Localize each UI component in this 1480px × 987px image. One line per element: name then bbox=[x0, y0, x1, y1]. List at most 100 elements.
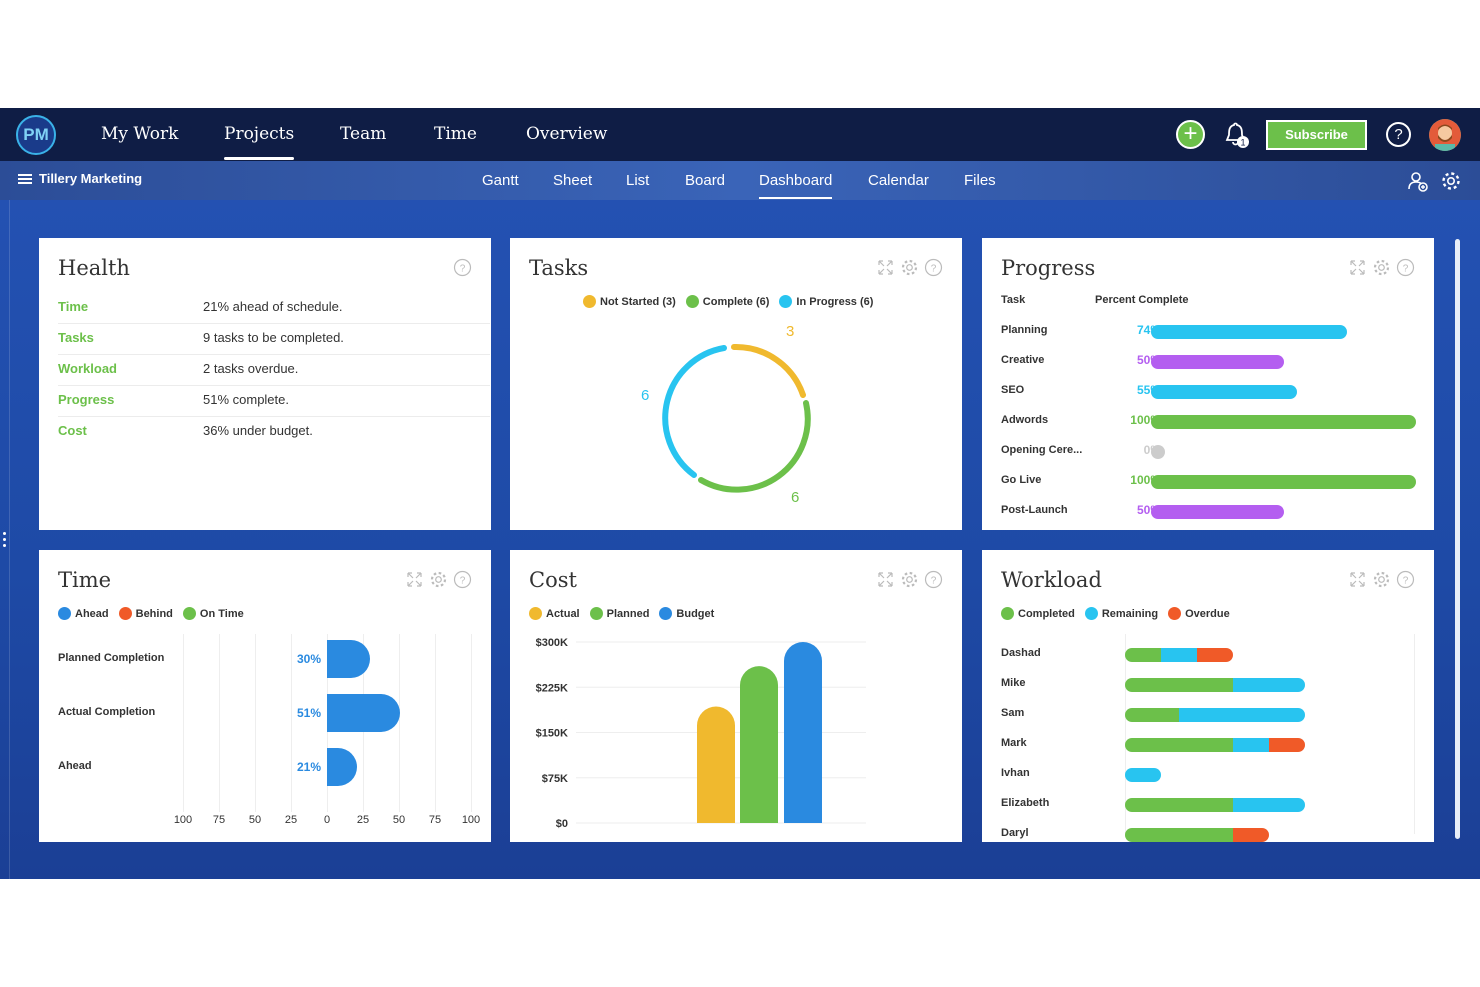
help-icon[interactable]: ? bbox=[1386, 122, 1411, 147]
nav-time[interactable]: Time bbox=[434, 124, 477, 144]
legend-item[interactable]: Behind bbox=[118, 607, 173, 620]
progress-task-name: SEO bbox=[1001, 384, 1025, 396]
legend-item[interactable]: Ahead bbox=[58, 607, 109, 620]
legend-item[interactable]: Complete (6) bbox=[685, 295, 769, 308]
progress-row[interactable]: Opening Cere...0% bbox=[1001, 440, 1421, 460]
progress-row[interactable]: Go Live 100% bbox=[1001, 470, 1421, 490]
tab-calendar[interactable]: Calendar bbox=[868, 172, 929, 189]
legend-item[interactable]: Completed bbox=[1001, 607, 1075, 620]
legend-item[interactable]: Planned bbox=[589, 607, 649, 620]
workload-assignee: Sam bbox=[1001, 707, 1025, 719]
share-users-icon[interactable] bbox=[1407, 170, 1429, 192]
nav-projects[interactable]: Projects bbox=[224, 124, 295, 160]
progress-row[interactable]: Creative 50% bbox=[1001, 350, 1421, 370]
cost-bar-chart: $300K $225K $150K $75K $0 bbox=[536, 637, 866, 830]
workload-row[interactable]: Daryl bbox=[1001, 824, 1421, 844]
cost-bar-actual[interactable] bbox=[697, 706, 735, 823]
progress-row[interactable]: SEO 55% bbox=[1001, 380, 1421, 400]
workload-segment-remaining bbox=[1233, 678, 1305, 692]
dashboard-scrollbar[interactable] bbox=[1455, 239, 1460, 839]
progress-row[interactable]: Planning 74% bbox=[1001, 320, 1421, 340]
health-widget-actions: ? bbox=[453, 258, 472, 277]
workload-legend: Completed Remaining Overdue bbox=[1001, 607, 1230, 620]
time-percent: 21% bbox=[296, 760, 321, 774]
time-gridline bbox=[255, 634, 256, 812]
workload-segment-completed bbox=[1125, 798, 1233, 812]
nav-overview[interactable]: Overview bbox=[526, 124, 608, 144]
help-icon[interactable]: ? bbox=[453, 258, 472, 277]
gear-icon[interactable] bbox=[900, 570, 919, 589]
legend-label: Overdue bbox=[1185, 607, 1230, 620]
time-axis-tick: 75 bbox=[428, 814, 442, 826]
tab-dashboard[interactable]: Dashboard bbox=[759, 172, 833, 199]
tab-list[interactable]: List bbox=[626, 172, 650, 189]
expand-icon[interactable] bbox=[405, 570, 424, 589]
health-label: Cost bbox=[58, 423, 87, 438]
cost-bar-budget[interactable] bbox=[784, 642, 822, 823]
subscribe-button[interactable]: Subscribe bbox=[1266, 120, 1367, 150]
time-bar[interactable] bbox=[327, 640, 371, 678]
pm-logo[interactable]: PM bbox=[16, 115, 56, 155]
progress-bar bbox=[1151, 505, 1284, 519]
tab-gantt[interactable]: Gantt bbox=[482, 172, 519, 189]
legend-item[interactable]: Not Started (3) bbox=[583, 295, 676, 308]
progress-bar bbox=[1151, 325, 1348, 339]
workload-row[interactable]: Ivhan bbox=[1001, 764, 1421, 784]
progress-row[interactable]: Post-Launch 50% bbox=[1001, 500, 1421, 520]
workload-row[interactable]: Elizabeth bbox=[1001, 794, 1421, 814]
nav-my-work[interactable]: My Work bbox=[101, 124, 179, 144]
user-avatar[interactable] bbox=[1429, 119, 1461, 151]
workload-row[interactable]: Mike bbox=[1001, 674, 1421, 694]
legend-item[interactable]: Actual bbox=[529, 607, 580, 620]
progress-task-name: Creative bbox=[1001, 354, 1045, 366]
time-axis-tick: 50 bbox=[248, 814, 262, 826]
nav-team[interactable]: Team bbox=[340, 124, 387, 144]
time-row-label: Actual Completion bbox=[58, 706, 156, 718]
help-icon[interactable]: ? bbox=[453, 570, 472, 589]
more-vertical-icon[interactable] bbox=[3, 532, 7, 548]
time-bar[interactable] bbox=[327, 694, 401, 732]
gear-icon[interactable] bbox=[1372, 570, 1391, 589]
project-menu[interactable]: Tillery Marketing bbox=[18, 171, 142, 186]
tab-sheet[interactable]: Sheet bbox=[553, 172, 593, 189]
donut-segment-not-started[interactable] bbox=[731, 343, 806, 398]
donut-segment-in-progress[interactable] bbox=[662, 345, 727, 478]
help-icon[interactable]: ? bbox=[924, 570, 943, 589]
health-label: Workload bbox=[58, 361, 117, 376]
time-gridline bbox=[435, 634, 436, 812]
legend-item[interactable]: Overdue bbox=[1168, 607, 1230, 620]
legend-item[interactable]: Budget bbox=[659, 607, 714, 620]
workload-row[interactable]: Mark bbox=[1001, 734, 1421, 754]
tab-files[interactable]: Files bbox=[964, 172, 996, 189]
expand-icon[interactable] bbox=[876, 258, 895, 277]
gear-icon[interactable] bbox=[900, 258, 919, 277]
legend-item[interactable]: Remaining bbox=[1084, 607, 1159, 620]
cost-bar-planned[interactable] bbox=[740, 666, 778, 823]
health-widget: Health ? Time 21% ahead of schedule. Tas… bbox=[39, 238, 491, 530]
legend-label: Remaining bbox=[1101, 607, 1159, 620]
workload-row[interactable]: Sam bbox=[1001, 704, 1421, 724]
legend-item[interactable]: On Time bbox=[182, 607, 244, 620]
workload-row[interactable]: Dashad bbox=[1001, 644, 1421, 664]
tab-board[interactable]: Board bbox=[685, 172, 726, 189]
expand-icon[interactable] bbox=[1348, 258, 1367, 277]
help-icon[interactable]: ? bbox=[924, 258, 943, 277]
progress-bar bbox=[1151, 445, 1165, 459]
progress-row[interactable]: Adwords 100% bbox=[1001, 410, 1421, 430]
help-icon[interactable]: ? bbox=[1396, 570, 1415, 589]
left-rail bbox=[0, 200, 10, 879]
expand-icon[interactable] bbox=[876, 570, 895, 589]
time-bar[interactable] bbox=[327, 748, 358, 786]
donut-label-in-progress: 6 bbox=[641, 387, 649, 404]
legend-item[interactable]: In Progress (6) bbox=[779, 295, 873, 308]
tasks-donut-chart: 3 6 6 bbox=[641, 323, 811, 506]
add-icon[interactable]: + bbox=[1176, 120, 1205, 149]
notification-bell-icon[interactable]: 1 bbox=[1222, 121, 1250, 149]
help-icon[interactable]: ? bbox=[1396, 258, 1415, 277]
expand-icon[interactable] bbox=[1348, 570, 1367, 589]
donut-segment-complete[interactable] bbox=[698, 400, 811, 493]
gear-icon[interactable] bbox=[1372, 258, 1391, 277]
gear-icon[interactable] bbox=[429, 570, 448, 589]
settings-gear-icon[interactable] bbox=[1440, 170, 1462, 192]
cost-widget-actions: ? bbox=[876, 570, 943, 589]
